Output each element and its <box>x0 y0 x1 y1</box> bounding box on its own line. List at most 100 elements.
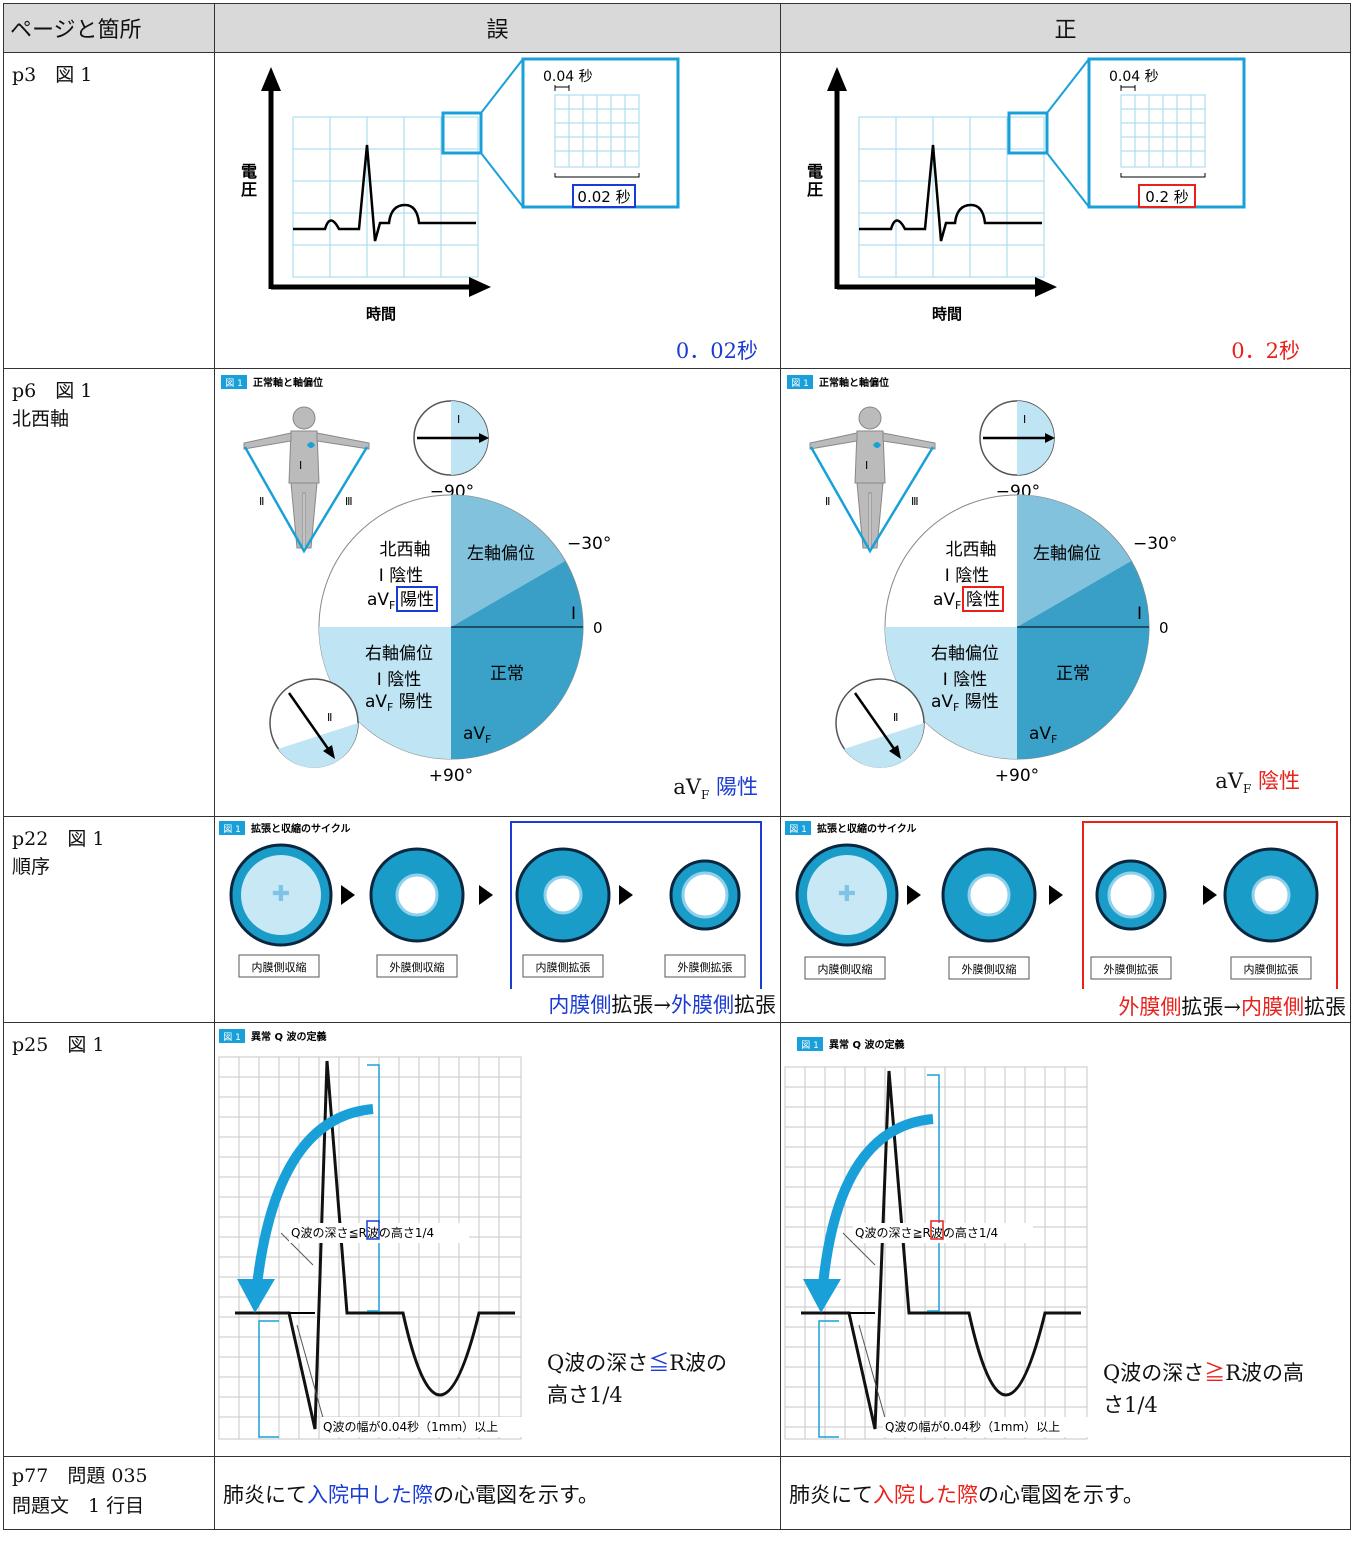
svg-text:図 1: 図 1 <box>223 824 241 835</box>
row1-location: p3 図 1 <box>3 52 215 369</box>
svg-text:右軸偏位: 右軸偏位 <box>365 644 433 664</box>
svg-text:内膜側拡張: 内膜側拡張 <box>536 960 591 974</box>
cycle-stage-3 <box>515 847 611 943</box>
svg-text:拡張と収縮のサイクル: 拡張と収縮のサイクル <box>251 822 351 835</box>
svg-text:図 1: 図 1 <box>789 824 807 835</box>
svg-text:北西軸: 北西軸 <box>946 540 997 560</box>
svg-text:✚: ✚ <box>272 882 290 907</box>
svg-text:−30°: −30° <box>567 534 611 554</box>
svg-text:aVF: aVF <box>1029 724 1057 746</box>
caption-wrong: Q波の深さ≦R波の 高さ1/4 <box>547 1351 728 1407</box>
caption-wrong: 0．02秒 <box>675 339 758 363</box>
svg-text:Ⅰ: Ⅰ <box>1023 413 1026 426</box>
row2-wrong: 図 1 正常軸と軸偏位 Ⅰ Ⅱ Ⅲ Ⅰ −90° <box>214 368 781 817</box>
row3-wrong: 図 1 拡張と収縮のサイクル ✚ <box>214 816 781 1023</box>
svg-text:Ⅰ: Ⅰ <box>865 459 868 472</box>
svg-text:陰性: 陰性 <box>966 590 1000 610</box>
svg-text:異常 Q 波の定義: 異常 Q 波の定義 <box>251 1030 326 1043</box>
caption-wrong: 内膜側拡張→外膜側拡張 <box>548 993 776 1017</box>
svg-text:Ⅲ: Ⅲ <box>911 495 919 508</box>
svg-text:図 1: 図 1 <box>223 1032 241 1043</box>
ecg-zoom-label: 0.2 秒 <box>1145 188 1189 206</box>
svg-text:Ⅰ 陰性: Ⅰ 陰性 <box>945 566 989 586</box>
caption-correct: 0．2秒 <box>1231 339 1300 363</box>
svg-text:時間: 時間 <box>932 305 962 323</box>
svg-text:内膜側拡張: 内膜側拡張 <box>1244 962 1299 976</box>
svg-text:正常: 正常 <box>490 664 524 684</box>
svg-text:Ⅰ: Ⅰ <box>457 413 460 426</box>
svg-text:内膜側収縮: 内膜側収縮 <box>818 962 873 976</box>
svg-text:拡張と収縮のサイクル: 拡張と収縮のサイクル <box>817 822 917 835</box>
row3-location: p22 図 1 順序 <box>3 816 215 1023</box>
svg-text:圧: 圧 <box>241 180 257 199</box>
row4-location: p25 図 1 <box>3 1022 215 1457</box>
caption-wrong: aVF 陽性 <box>673 775 758 803</box>
svg-text:Ⅱ: Ⅱ <box>825 495 830 508</box>
ecg-zoom-label: 0.02 秒 <box>577 188 630 206</box>
ecg-figure-correct: 0.04 秒 0.2 秒 電 圧 時間 <box>807 57 1246 323</box>
row1-wrong: 0.04 秒 0.02 秒 電 圧 時間 0．02秒 <box>214 52 781 369</box>
svg-text:外膜側収縮: 外膜側収縮 <box>962 962 1017 976</box>
svg-text:電: 電 <box>807 162 823 181</box>
svg-text:左軸偏位: 左軸偏位 <box>1033 544 1101 564</box>
svg-text:左軸偏位: 左軸偏位 <box>467 544 535 564</box>
qwave-depth-label: Q波の深さ≦R波の高さ1/4 <box>291 1225 434 1240</box>
caption-correct: 外膜側拡張→内膜側拡張 <box>1118 995 1346 1019</box>
row5-location: p77 問題 035 問題文 1 行目 <box>3 1456 215 1530</box>
svg-text:北西軸: 北西軸 <box>380 540 431 560</box>
svg-text:異常 Q 波の定義: 異常 Q 波の定義 <box>829 1038 904 1051</box>
svg-text:圧: 圧 <box>807 180 823 199</box>
svg-text:Ⅰ 陰性: Ⅰ 陰性 <box>943 670 987 690</box>
svg-text:外膜側拡張: 外膜側拡張 <box>678 960 733 974</box>
caption-correct: Q波の深さ≧R波の高 さ1/4 <box>1103 1361 1305 1417</box>
svg-text:Ⅱ: Ⅱ <box>893 711 898 724</box>
cycle-stage-2 <box>369 847 465 943</box>
svg-text:aVF: aVF <box>463 724 491 746</box>
qwave-figure-wrong: 図 1 異常 Q 波の定義 Q波の深さ≦R波の高さ1/4 Q波の幅が0.0 <box>218 1029 529 1440</box>
svg-text:Q波の幅が0.04秒（1mm）以上: Q波の幅が0.04秒（1mm）以上 <box>885 1419 1060 1434</box>
svg-text:aVF: aVF <box>367 590 395 612</box>
svg-text:+90°: +90° <box>429 766 473 786</box>
svg-text:電: 電 <box>241 162 257 181</box>
svg-text:内膜側収縮: 内膜側収縮 <box>252 960 307 974</box>
svg-text:陽性: 陽性 <box>400 590 434 610</box>
svg-text:図 1: 図 1 <box>791 378 809 389</box>
svg-text:図 1: 図 1 <box>801 1040 819 1051</box>
cycle-figure-correct: 図 1 拡張と収縮のサイクル ✚ <box>785 821 1338 989</box>
header-correct: 正 <box>780 3 1351 53</box>
svg-text:正常: 正常 <box>1056 664 1090 684</box>
row1-correct: 0.04 秒 0.2 秒 電 圧 時間 0．2秒 <box>780 52 1351 369</box>
row4-wrong: 図 1 異常 Q 波の定義 Q波の深さ≦R波の高さ1/4 Q波の幅が0.0 <box>214 1022 781 1457</box>
ecg-figure-wrong: 0.04 秒 0.02 秒 電 圧 時間 <box>241 57 680 323</box>
cycle-stage-3 <box>1095 859 1167 931</box>
ecg-grid <box>292 116 479 278</box>
svg-text:aVF: aVF <box>933 590 961 612</box>
svg-text:0: 0 <box>1159 619 1169 637</box>
row2-correct: 図 1 正常軸と軸偏位 Ⅰ Ⅱ Ⅲ Ⅰ −90° <box>780 368 1351 817</box>
header-wrong: 誤 <box>214 3 781 53</box>
cycle-stage-4 <box>1223 847 1319 943</box>
cycle-figure-wrong: 図 1 拡張と収縮のサイクル ✚ <box>219 821 762 989</box>
svg-text:aVF 陽性: aVF 陽性 <box>931 692 999 714</box>
row3-correct: 図 1 拡張と収縮のサイクル ✚ <box>780 816 1351 1023</box>
svg-text:正常軸と軸偏位: 正常軸と軸偏位 <box>819 376 889 389</box>
cycle-stage-2 <box>941 847 1037 943</box>
svg-text:正常軸と軸偏位: 正常軸と軸偏位 <box>253 376 323 389</box>
axis-figure-wrong: 図 1 正常軸と軸偏位 Ⅰ Ⅱ Ⅲ Ⅰ −90° <box>221 375 611 786</box>
row2-location: p6 図 1 北西軸 <box>3 368 215 817</box>
text-correct: 肺炎にて入院した際の心電図を示す。 <box>789 1483 1144 1507</box>
row5-correct: 肺炎にて入院した際の心電図を示す。 <box>780 1456 1351 1530</box>
svg-text:Ⅱ: Ⅱ <box>259 495 264 508</box>
svg-text:Ⅰ: Ⅰ <box>1137 604 1142 624</box>
svg-text:−30°: −30° <box>1133 534 1177 554</box>
cycle-stage-4 <box>669 859 741 931</box>
svg-text:0.04 秒: 0.04 秒 <box>1109 69 1159 85</box>
svg-text:Ⅱ: Ⅱ <box>327 711 332 724</box>
svg-text:Ⅰ 陰性: Ⅰ 陰性 <box>379 566 423 586</box>
qwave-depth-label: Q波の深さ≧R波の高さ1/4 <box>855 1225 998 1240</box>
svg-text:0: 0 <box>593 619 603 637</box>
cycle-stage-1: ✚ <box>229 843 333 947</box>
svg-text:外膜側収縮: 外膜側収縮 <box>390 960 445 974</box>
svg-text:Ⅰ: Ⅰ <box>571 604 576 624</box>
svg-text:aVF 陽性: aVF 陽性 <box>365 692 433 714</box>
